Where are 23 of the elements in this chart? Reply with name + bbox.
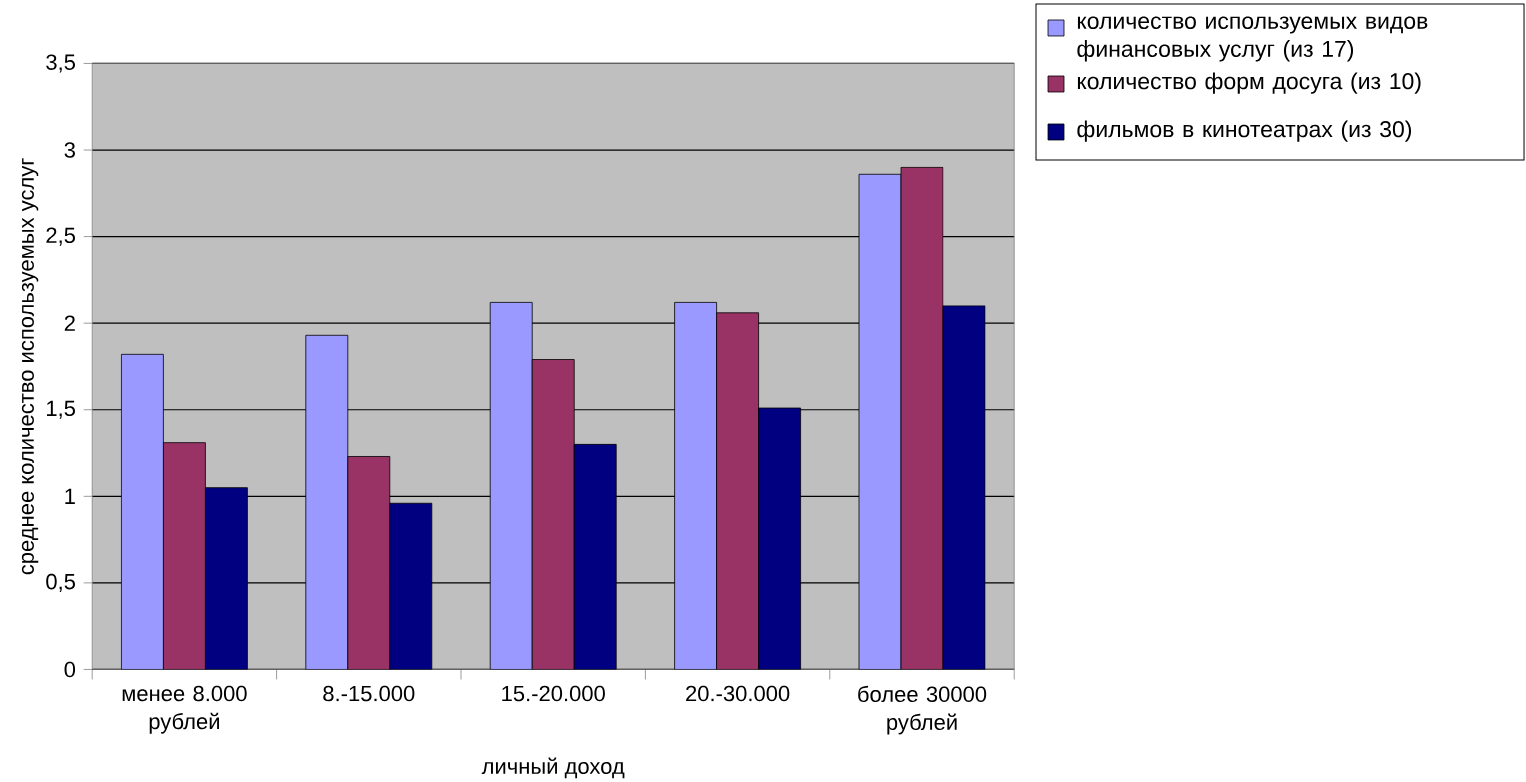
y-tick-label: 3,5 (46, 54, 75, 73)
y-tick-label: 0,5 (46, 573, 75, 592)
legend-label: количество используемых видов финансовых услуг (из 17) (1077, 16, 1428, 62)
bar (674, 301, 718, 670)
x-axis-title: личный доход (481, 757, 625, 779)
y-tick-label: 1 (65, 488, 75, 504)
y-tick-label: 0 (64, 661, 76, 678)
y-tick-label: 2,5 (46, 227, 75, 246)
legend-label: фильмов в кинотеатрах (из 30) (1077, 120, 1412, 142)
bar (489, 301, 533, 670)
legend-label: количество форм досуга (из 10) (1077, 72, 1421, 94)
y-tick-label: 1,5 (47, 400, 75, 419)
x-tick-label: менее 8.000 рублей (122, 685, 247, 734)
x-tick-label: более 30000 рублей (858, 685, 987, 735)
bar (121, 353, 164, 670)
y-axis-title: среднее количество используемых услуг (21, 158, 39, 575)
x-tick-label: 20.-30.000 (686, 685, 790, 702)
x-tick-label: 15.-20.000 (502, 685, 605, 702)
bar (858, 173, 902, 670)
y-tick-label: 3 (64, 142, 75, 158)
y-tick-label: 2 (64, 315, 75, 331)
bar (305, 334, 349, 670)
x-tick-label: 8.-15.000 (323, 685, 415, 702)
